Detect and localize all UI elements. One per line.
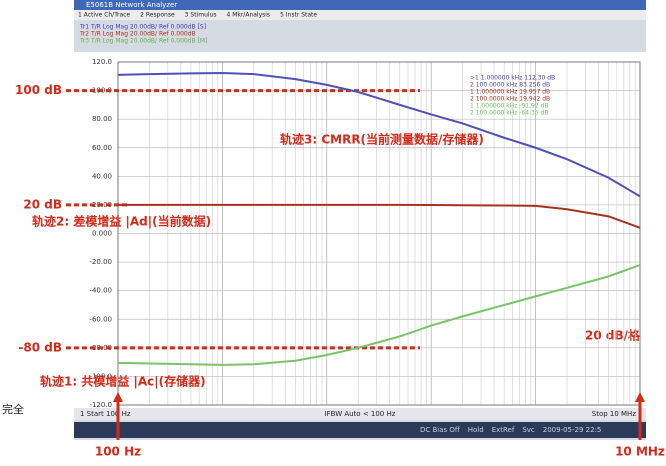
trace-line	[118, 203, 641, 229]
bottom-bar	[74, 422, 646, 438]
trace-info: Tr3 T/R Log Mag 20.00dB/ Ref 0.000dB [M]	[79, 38, 207, 45]
marker-readout: 2 100.0000 kHz 83.256 dB	[470, 82, 550, 89]
plot-frame	[117, 61, 641, 406]
marker-readout: 1 1.000000 kHz 19.957 dB	[470, 89, 550, 96]
marker-readout: 1 1.000000 kHz -91.92 dB	[470, 103, 548, 110]
trace-label: 轨迹2: 差模增益 |Ad|(当前数据)	[32, 214, 211, 229]
y-tick-label: 0.000	[92, 230, 112, 238]
menu-item[interactable]: 3 Stimulus	[185, 12, 217, 19]
marker-readout: 2 100.0000 kHz 19.942 dB	[470, 96, 550, 103]
y-tick-label: -120.0	[89, 401, 112, 409]
status-field: Svc	[522, 426, 535, 434]
y-tick-label: -20.00	[89, 258, 112, 266]
reference-label: -80 dB	[18, 340, 62, 354]
freq-label: 100 Hz	[95, 445, 141, 459]
status-field: Hold	[468, 426, 484, 434]
y-tick-label: -60.00	[89, 315, 112, 323]
y-tick-label: 80.00	[92, 115, 112, 123]
trace-info: Tr2 T/R Log Mag 20.00dB/ Ref 0.000dB	[79, 31, 196, 38]
y-tick-label: -40.00	[89, 287, 112, 295]
status-bar	[74, 408, 646, 420]
window-title: E5061B Network Analyzer	[86, 1, 177, 9]
trace-label: 轨迹1: 共模增益 |Ac|(存储器)	[40, 374, 206, 389]
reference-label: 20 dB	[23, 197, 62, 211]
menu-bar[interactable]	[74, 10, 646, 20]
y-tick-label: 40.00	[92, 172, 112, 180]
status-right: Stop 10 MHz	[592, 410, 637, 418]
status-center: IFBW Auto < 100 Hz	[325, 410, 396, 418]
side-text: 完全	[2, 402, 24, 416]
menu-item[interactable]: 4 Mkr/Analysis	[226, 12, 270, 19]
scale-note: 20 dB/格	[585, 328, 641, 343]
menu-item[interactable]: 1 Active Ch/Trace	[78, 12, 130, 19]
freq-label: 10 MHz	[615, 445, 665, 459]
marker-readout: >1 1.000000 kHz 112.30 dB	[470, 75, 555, 82]
trace-line	[117, 72, 641, 198]
trace-label: 轨迹3: CMRR(当前测量数据/存储器)	[280, 132, 484, 147]
y-tick-label: 60.00	[92, 144, 112, 152]
menu-item[interactable]: 2 Response	[140, 12, 175, 19]
status-field: ExtRef	[492, 426, 515, 434]
status-left: 1 Start 100 Hz	[80, 410, 131, 418]
status-field: DC Bias Off	[420, 426, 460, 434]
y-tick-label: -100.0	[89, 372, 112, 380]
status-field: 2009-05-29 22:5	[543, 426, 602, 434]
marker-readout: 2 100.0000 kHz -64.35 dB	[470, 110, 548, 117]
menu-item[interactable]: 5 Instr State	[280, 12, 317, 19]
trace-info: Tr1 T/R Log Mag 20.00dB/ Ref 0.000dB [S]	[79, 24, 206, 31]
y-tick-label: 120.0	[92, 58, 112, 66]
trace-line	[117, 264, 641, 366]
title-bar	[74, 0, 646, 10]
reference-label: 100 dB	[15, 83, 62, 97]
arrow-head	[113, 392, 123, 402]
arrow-head	[635, 392, 645, 402]
plot-panel	[74, 52, 646, 408]
